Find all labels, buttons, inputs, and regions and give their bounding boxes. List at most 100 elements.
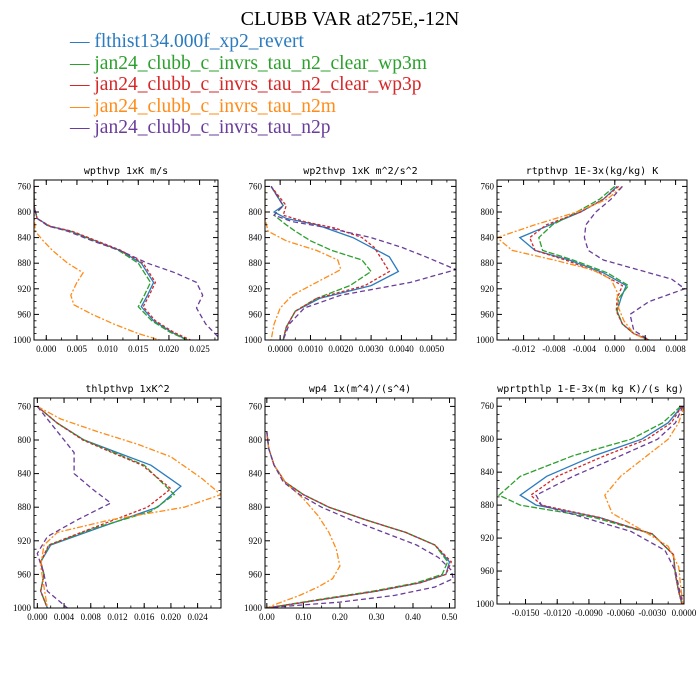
series-line [266, 431, 341, 608]
y-tick-label: 920 [249, 536, 263, 546]
series-line [270, 186, 456, 340]
legend-item: — jan24_clubb_c_invrs_tau_n2_clear_wp3p [70, 74, 422, 95]
x-tick-label: 0.010 [97, 344, 118, 354]
y-tick-label: 800 [18, 207, 32, 217]
series-line [266, 431, 449, 608]
series-line [36, 405, 113, 608]
y-tick-label: 760 [249, 181, 263, 191]
y-tick-label: 760 [481, 401, 495, 411]
y-tick-label: 880 [481, 500, 495, 510]
x-tick-label: -0.0120 [543, 608, 571, 618]
x-tick-label: 0.000 [605, 344, 626, 354]
y-tick-label: 880 [481, 258, 495, 268]
legend-label: jan24_clubb_c_invrs_tau_n2m [94, 95, 336, 117]
x-tick-label: 0.0000 [268, 344, 293, 354]
x-tick-label: 0.0050 [419, 344, 444, 354]
y-tick-label: 1000 [13, 603, 32, 613]
series-line [265, 186, 342, 340]
x-tick-label: 0.008 [81, 612, 102, 622]
legend-item: — jan24_clubb_c_invrs_tau_n2p [70, 117, 331, 138]
x-tick-label: 0.020 [161, 612, 182, 622]
y-tick-label: 1000 [244, 335, 263, 345]
series-line [36, 405, 172, 608]
x-tick-label: 0.40 [405, 612, 421, 622]
y-tick-label: 1000 [244, 603, 263, 613]
x-tick-label: 0.10 [295, 612, 311, 622]
series-line [270, 186, 373, 340]
x-tick-label: 0.000 [36, 344, 57, 354]
y-tick-label: 840 [249, 233, 263, 243]
x-tick-label: 0.0040 [389, 344, 414, 354]
x-tick-label: 0.015 [128, 344, 149, 354]
x-tick-label: 0.004 [54, 612, 75, 622]
plot-frame [496, 179, 688, 341]
x-tick-label: 0.016 [134, 612, 155, 622]
y-tick-label: 880 [249, 258, 263, 268]
series-line [497, 405, 683, 604]
x-tick-label: 0.00 [259, 612, 275, 622]
x-tick-label: 0.025 [189, 344, 210, 354]
y-tick-label: 800 [18, 435, 32, 445]
series-line [36, 405, 176, 608]
y-tick-label: 960 [481, 566, 495, 576]
legend-label: flthist134.000f_xp2_revert [94, 31, 304, 52]
y-tick-label: 840 [18, 469, 32, 479]
series-line [34, 186, 188, 340]
series-line [529, 405, 683, 604]
panel-6: wprtpthlp 1-E-3x(m kg K)/(s kg)760 800 840… [476, 384, 697, 618]
plot-frame [264, 397, 456, 609]
x-tick-label: 0.20 [332, 612, 348, 622]
series-line [34, 186, 218, 338]
panel-title: rtpthvp 1E-3x(kg/kg) K [526, 166, 658, 177]
y-tick-label: 800 [481, 434, 495, 444]
plot-frame [33, 397, 222, 609]
x-tick-label: -0.008 [542, 344, 566, 354]
y-tick-label: 880 [18, 258, 32, 268]
x-tick-label: -0.012 [512, 344, 535, 354]
panel-1: wpthvp 1xK m/s 760 800 840 880 920 960 1000 0.00… [13, 166, 219, 354]
panel-title: wp2thvp 1xK m^2/s^2 [303, 166, 417, 177]
series-line [497, 185, 647, 340]
series-line [519, 405, 683, 604]
panel-title: wp4 1x(m^4)/(s^4) [309, 384, 411, 395]
y-tick-label: 960 [249, 569, 263, 579]
y-tick-label: 760 [18, 401, 32, 411]
legend-label: jan24_clubb_c_invrs_tau_n2_clear_wp3m [94, 52, 427, 74]
y-tick-label: 800 [481, 207, 495, 217]
y-tick-label: 920 [481, 533, 495, 543]
series-line [266, 431, 453, 608]
series-line [266, 431, 454, 608]
x-tick-label: 0.0000 [672, 608, 697, 618]
panel-5: wp4 1x(m^4)/(s^4)76080084088092096010000… [244, 384, 458, 622]
y-tick-label: 960 [18, 309, 32, 319]
y-tick-label: 800 [249, 207, 263, 217]
panel-title: thlpthvp 1xK^2 [85, 384, 169, 395]
y-tick-label: 920 [481, 284, 495, 294]
series-line [528, 185, 650, 340]
x-tick-label: -0.0150 [512, 608, 540, 618]
series-line [583, 185, 687, 340]
x-tick-label: -0.004 [573, 344, 597, 354]
legend-label: jan24_clubb_c_invrs_tau_n2p [94, 117, 331, 138]
y-tick-label: 800 [249, 435, 263, 445]
y-tick-label: 920 [18, 284, 32, 294]
series-line [34, 186, 191, 340]
x-tick-label: -0.0030 [638, 608, 666, 618]
legend-item: — flthist134.000f_xp2_revert [70, 31, 304, 52]
panel-4: thlpthvp 1xK^276080084088092096010000.00… [13, 384, 222, 622]
y-tick-label: 920 [249, 284, 263, 294]
y-tick-label: 760 [249, 401, 263, 411]
x-tick-label: 0.30 [369, 612, 385, 622]
y-tick-label: 880 [18, 502, 32, 512]
y-tick-label: 840 [18, 233, 32, 243]
plot-frame [264, 179, 457, 341]
legend-item: — jan24_clubb_c_invrs_tau_n2m [70, 95, 336, 117]
y-tick-label: 840 [249, 469, 263, 479]
plot-frame [496, 397, 685, 605]
x-tick-label: 0.008 [665, 344, 686, 354]
x-tick-label: -0.0060 [607, 608, 635, 618]
series-line [604, 406, 684, 604]
x-tick-label: 0.004 [635, 344, 656, 354]
x-tick-label: 0.005 [67, 344, 88, 354]
